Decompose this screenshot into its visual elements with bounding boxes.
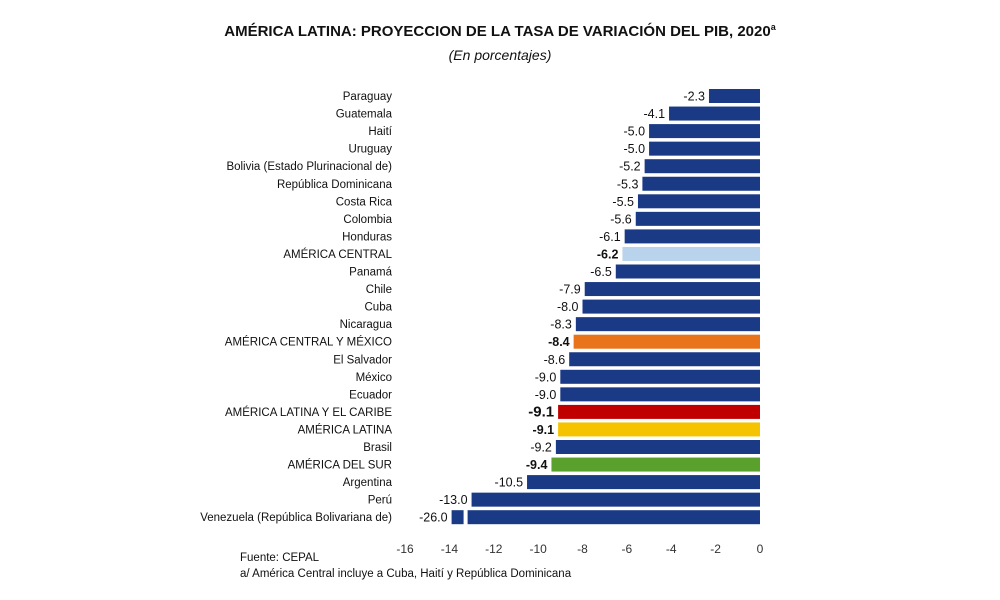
category-label: AMÉRICA LATINA Y EL CARIBE [225,406,392,419]
category-label: República Dominicana [277,179,393,191]
source-note: Fuente: CEPAL [240,552,320,564]
footnotes: Fuente: CEPAL a/ América Central incluye… [240,550,571,582]
bar [451,510,760,525]
value-label: -5.6 [610,212,632,226]
value-label: -5.2 [619,160,641,174]
x-tick-label: -12 [485,542,503,556]
x-tick-label: -10 [529,542,547,556]
bar [575,317,760,332]
bar [669,106,760,121]
category-label: Colombia [343,214,392,226]
category-label: Argentina [343,477,393,489]
category-label: Uruguay [349,144,393,156]
value-label: -5.5 [612,195,634,209]
x-tick-label: -2 [710,542,721,556]
x-tick-label: -4 [666,542,677,556]
bar [560,387,760,402]
value-label: -9.2 [530,441,552,455]
category-label: Chile [366,284,392,296]
category-label: AMÉRICA DEL SUR [288,459,392,472]
category-label: AMÉRICA CENTRAL [283,248,392,261]
value-label: -13.0 [439,493,468,507]
value-label: -8.0 [557,300,579,314]
bar [644,159,760,174]
value-label: -8.4 [548,335,570,349]
category-label: El Salvador [333,354,392,366]
bar [584,282,760,297]
bar [622,246,760,261]
category-label: Costa Rica [336,196,393,208]
category-label: Paraguay [343,91,392,103]
bar [555,440,760,454]
value-label: -8.6 [544,353,566,367]
value-label: -6.5 [590,265,612,279]
category-label: Ecuador [349,389,392,401]
bar [649,124,760,139]
bar [558,422,760,437]
x-tick-label: -16 [396,542,414,556]
bar [624,229,760,244]
footnote-a: a/ América Central incluye a Cuba, Haití… [240,568,572,580]
value-label: -8.3 [550,318,572,332]
bar [582,299,760,314]
bar [527,475,760,490]
value-label: -2.3 [683,90,705,104]
category-label: Panamá [349,267,392,279]
bar [642,176,760,191]
value-label: -6.2 [597,247,619,261]
value-label: -9.1 [533,423,555,437]
value-label: -6.1 [599,230,621,244]
bar [573,334,760,349]
value-label: -9.0 [535,388,557,402]
bar [708,89,760,103]
value-label: -9.0 [535,370,557,384]
chart-title-superscript: a [770,22,776,32]
category-label: México [356,372,392,384]
bar [615,264,760,279]
value-label: -9.4 [526,458,548,472]
bar [558,404,760,419]
bar [649,141,760,156]
x-tick-label: -8 [577,542,588,556]
x-tick-label: -14 [441,542,459,556]
value-label: -26.0 [419,511,448,525]
bar [637,194,760,209]
bar [560,369,760,384]
category-label: Brasil [363,442,392,454]
x-tick-label: 0 [757,542,764,556]
bar [471,492,760,507]
category-label: Honduras [342,231,392,243]
category-label: Venezuela (República Bolivariana de) [200,512,392,524]
category-label: Perú [368,495,392,507]
category-label: Bolivia (Estado Plurinacional de) [226,161,392,173]
value-label: -5.0 [624,142,646,156]
category-label: AMÉRICA LATINA [298,423,393,436]
value-label: -5.0 [624,125,646,139]
category-label: Cuba [365,302,393,314]
value-label: -7.9 [559,283,581,297]
x-tick-label: -6 [622,542,633,556]
value-label: -9.1 [528,403,554,420]
value-label: -5.3 [617,177,639,191]
axis-break-gap [463,509,468,526]
bar [551,457,760,472]
category-label: Nicaragua [340,319,393,331]
value-label: -10.5 [495,476,524,490]
category-label: Guatemala [336,109,393,121]
bar [569,352,760,367]
chart-title: AMÉRICA LATINA: PROYECCION DE LA TASA DE… [0,22,1000,40]
category-label: Haití [368,126,392,138]
category-label: AMÉRICA CENTRAL Y MÉXICO [225,336,392,349]
bar [635,211,760,226]
chart-title-text: AMÉRICA LATINA: PROYECCION DE LA TASA DE… [224,23,771,40]
chart-subtitle: (En porcentajes) [448,47,552,63]
value-label: -4.1 [643,107,665,121]
